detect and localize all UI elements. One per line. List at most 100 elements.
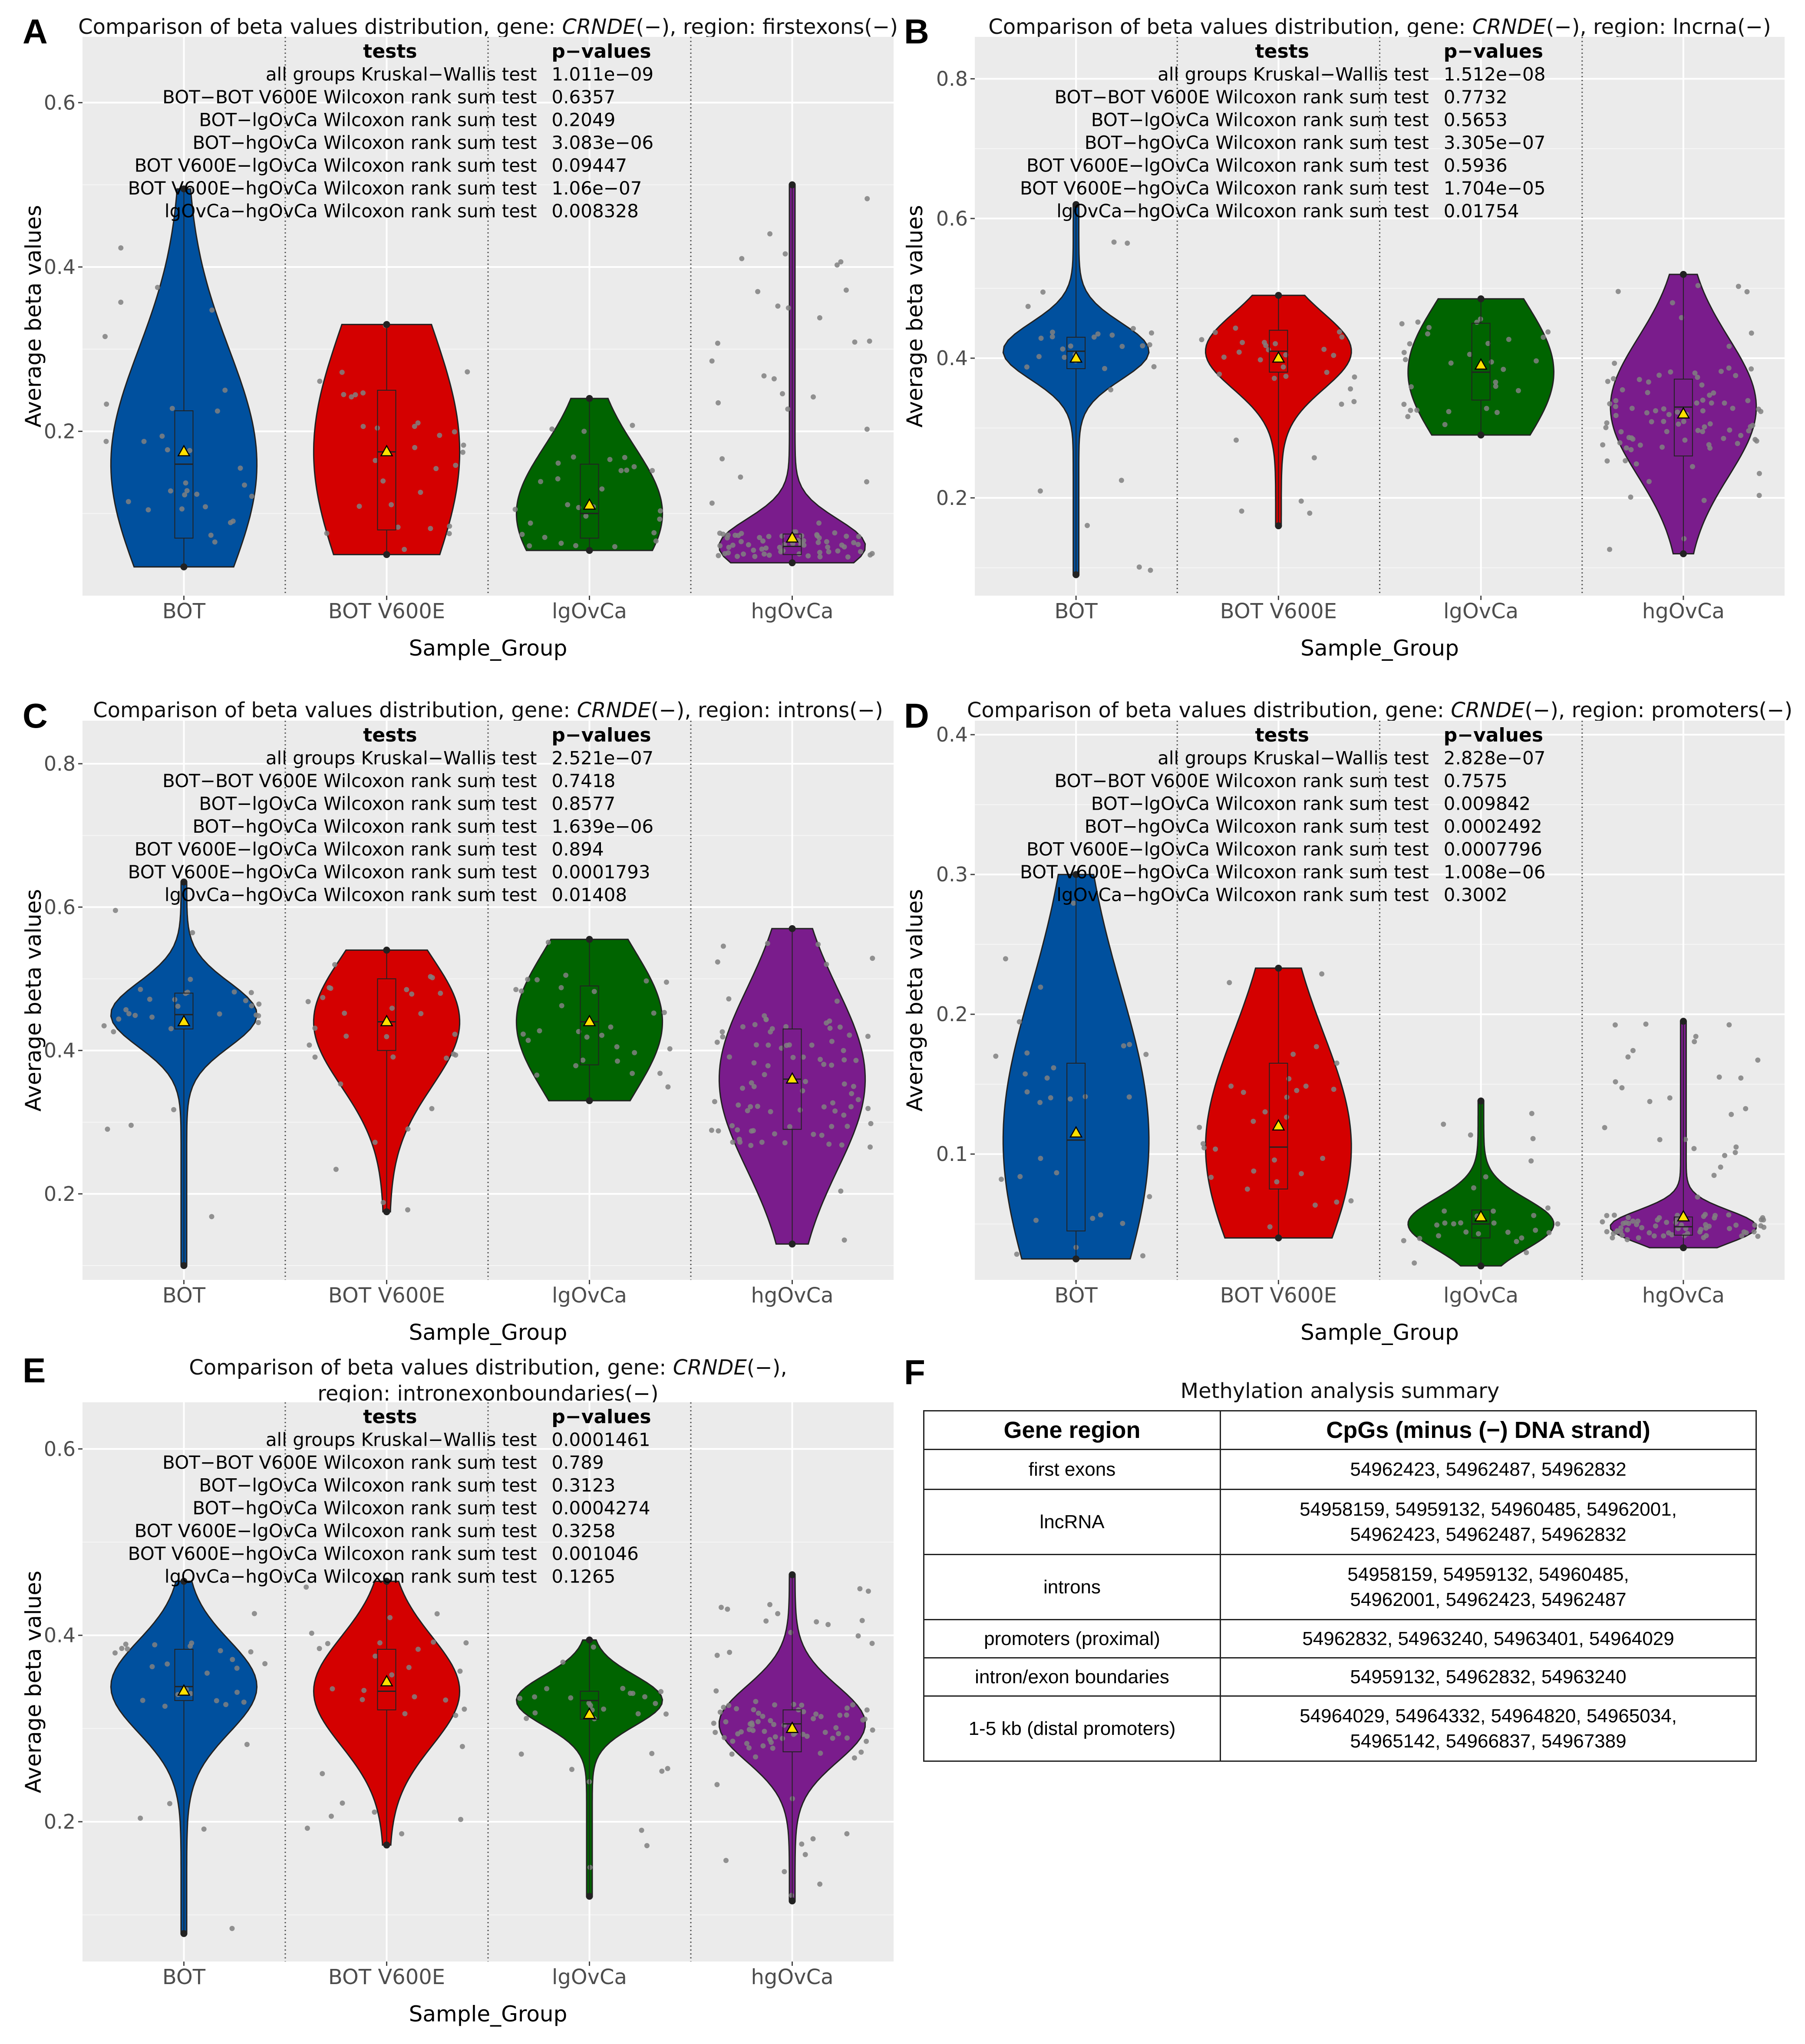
- test-name: BOT V600E−hgOvCa Wilcoxon rank sum test: [128, 861, 537, 883]
- y-tick-label: 0.3: [936, 863, 968, 886]
- test-name: lgOvCa−hgOvCa Wilcoxon rank sum test: [165, 884, 537, 906]
- data-point: [1119, 343, 1125, 349]
- data-point: [1143, 1052, 1149, 1057]
- data-point: [1212, 330, 1218, 335]
- data-point: [389, 502, 394, 508]
- data-point: [870, 1727, 875, 1733]
- data-point: [1273, 341, 1278, 346]
- extreme-point: [789, 181, 796, 188]
- data-point: [1033, 1217, 1039, 1223]
- data-point: [1049, 334, 1055, 340]
- data-point: [1653, 408, 1658, 414]
- data-point: [716, 400, 721, 406]
- data-point: [740, 1024, 746, 1029]
- data-point: [759, 1139, 765, 1145]
- data-point: [517, 1695, 523, 1701]
- table-row: promoters (proximal) 54962832, 54963240,…: [923, 1619, 1757, 1658]
- extreme-point: [586, 1097, 593, 1104]
- data-point: [709, 500, 715, 506]
- data-point: [649, 1751, 655, 1756]
- data-point: [1679, 315, 1684, 320]
- data-point: [452, 1032, 458, 1037]
- data-point: [723, 1858, 729, 1863]
- data-point: [1604, 1213, 1610, 1218]
- col-cpgs: CpGs (minus (−) DNA strand): [1220, 1410, 1757, 1450]
- data-point: [126, 1011, 132, 1016]
- data-point: [1692, 1039, 1697, 1045]
- data-point: [1014, 1251, 1020, 1257]
- data-point: [438, 990, 443, 996]
- data-point: [852, 339, 858, 345]
- data-point: [1730, 406, 1736, 411]
- data-point: [384, 1034, 389, 1039]
- violin-group-1: [305, 946, 461, 1216]
- data-point: [612, 544, 617, 550]
- data-point: [653, 538, 659, 544]
- data-point: [1405, 414, 1411, 419]
- data-point: [402, 547, 407, 552]
- data-point: [765, 941, 770, 946]
- data-point: [111, 1029, 116, 1035]
- data-point: [112, 908, 118, 913]
- y-tick-label: 0.8: [936, 67, 968, 91]
- data-point: [741, 551, 746, 557]
- data-point: [755, 289, 761, 294]
- data-point: [1120, 1220, 1125, 1226]
- data-point: [538, 479, 543, 485]
- data-point: [1600, 1219, 1605, 1225]
- x-tick-label: lgOvCa: [552, 1965, 627, 1989]
- extreme-point: [1477, 1097, 1485, 1104]
- data-point: [149, 1664, 155, 1669]
- extreme-point: [1072, 571, 1080, 578]
- data-point: [1408, 408, 1413, 413]
- data-point: [325, 1641, 330, 1646]
- data-point: [1491, 1208, 1496, 1214]
- data-point: [853, 1058, 859, 1063]
- data-point: [1618, 429, 1624, 435]
- data-point: [1095, 331, 1101, 337]
- data-point: [1402, 357, 1408, 363]
- data-point: [850, 1702, 855, 1708]
- table-cell-region: lncRNA: [923, 1489, 1221, 1555]
- extreme-point: [383, 1578, 390, 1585]
- test-pvalue: 0.5936: [1444, 155, 1508, 176]
- data-point: [727, 1649, 733, 1655]
- data-point: [429, 1106, 435, 1111]
- data-point: [763, 1017, 769, 1022]
- data-point: [714, 1652, 720, 1658]
- test-name: BOT V600E−hgOvCa Wilcoxon rank sum test: [1020, 861, 1429, 883]
- data-point: [809, 1042, 815, 1048]
- data-point: [811, 394, 816, 400]
- data-point: [1645, 390, 1650, 396]
- mean-marker: [380, 445, 393, 457]
- data-point: [744, 1741, 749, 1746]
- test-name: BOT V600E−hgOvCa Wilcoxon rank sum test: [1020, 178, 1429, 199]
- data-point: [848, 1104, 854, 1110]
- test-pvalue: 1.704e−05: [1444, 178, 1546, 199]
- col-gene-region: Gene region: [923, 1410, 1221, 1450]
- data-point: [1756, 493, 1762, 498]
- data-point: [1514, 1239, 1519, 1244]
- data-point: [651, 530, 657, 536]
- data-point: [251, 1611, 257, 1616]
- table-cell-region: first exons: [923, 1449, 1221, 1490]
- panel-A: A Comparison of beta values distribution,…: [21, 12, 898, 661]
- data-point: [711, 1721, 716, 1726]
- data-point: [1441, 1121, 1446, 1127]
- data-point: [353, 392, 358, 398]
- data-point: [851, 540, 857, 545]
- violin-group-1: [1197, 964, 1354, 1242]
- data-point: [412, 1694, 417, 1700]
- data-point: [395, 524, 401, 530]
- data-point: [431, 1639, 436, 1645]
- data-point: [1668, 369, 1673, 375]
- data-point: [709, 358, 715, 364]
- extreme-point: [789, 1571, 796, 1579]
- violin-group-3: [1600, 1018, 1767, 1251]
- data-point: [580, 1057, 586, 1063]
- data-point: [406, 1665, 412, 1670]
- data-point: [767, 1602, 772, 1607]
- data-point: [757, 535, 762, 541]
- violin-group-0: [993, 871, 1152, 1263]
- data-point: [780, 391, 785, 396]
